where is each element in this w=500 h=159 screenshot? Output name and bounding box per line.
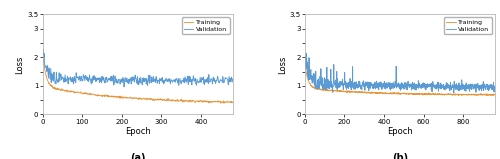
Validation bbox=[492, 87, 498, 89]
Validation bbox=[451, 92, 457, 94]
Validation bbox=[304, 52, 310, 54]
Line: Training: Training bbox=[305, 65, 495, 95]
Validation bbox=[156, 79, 162, 81]
Line: Validation: Validation bbox=[43, 49, 232, 87]
Training bbox=[486, 94, 492, 96]
Validation bbox=[120, 78, 126, 80]
Training bbox=[311, 87, 317, 89]
Training bbox=[40, 53, 46, 55]
Training bbox=[120, 97, 126, 99]
Training bbox=[146, 98, 152, 100]
Validation bbox=[213, 80, 219, 82]
Validation bbox=[40, 48, 46, 50]
Validation bbox=[312, 84, 318, 86]
Validation bbox=[486, 86, 492, 88]
Legend: Training, Validation: Training, Validation bbox=[182, 17, 230, 35]
Validation bbox=[180, 81, 186, 83]
Validation bbox=[40, 53, 46, 55]
Training bbox=[155, 99, 161, 100]
Validation bbox=[381, 85, 387, 87]
Line: Training: Training bbox=[43, 54, 232, 103]
Training bbox=[381, 92, 387, 94]
X-axis label: Epoch: Epoch bbox=[387, 127, 413, 136]
Text: (b): (b) bbox=[392, 152, 408, 159]
Validation bbox=[414, 87, 420, 89]
Legend: Training, Validation: Training, Validation bbox=[444, 17, 492, 35]
Training bbox=[99, 95, 105, 97]
Training bbox=[230, 102, 235, 104]
Validation bbox=[121, 86, 127, 88]
Training bbox=[180, 100, 186, 102]
Training bbox=[482, 94, 488, 96]
Validation bbox=[100, 79, 105, 81]
Line: Validation: Validation bbox=[305, 53, 495, 93]
Validation bbox=[147, 74, 153, 76]
X-axis label: Epoch: Epoch bbox=[124, 127, 150, 136]
Y-axis label: Loss: Loss bbox=[16, 55, 24, 74]
Training bbox=[302, 64, 308, 66]
Validation bbox=[230, 81, 235, 83]
Validation bbox=[302, 55, 308, 57]
Y-axis label: Loss: Loss bbox=[278, 55, 287, 74]
Validation bbox=[483, 87, 489, 89]
Training bbox=[212, 101, 218, 103]
Training bbox=[338, 90, 344, 92]
Training bbox=[456, 94, 462, 96]
Validation bbox=[338, 83, 344, 85]
Training bbox=[221, 102, 227, 104]
Training bbox=[492, 94, 498, 96]
Text: (a): (a) bbox=[130, 152, 146, 159]
Training bbox=[414, 93, 420, 95]
